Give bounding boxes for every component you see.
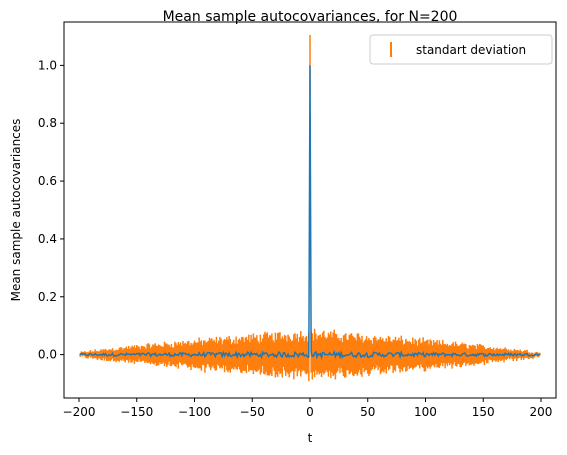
y-tick-label: 0.0 [38,348,57,362]
y-tick-label: 0.4 [38,232,57,246]
series-layer [79,35,541,382]
legend-box [369,34,553,65]
x-tick-label: −100 [178,405,211,419]
y-axis: 0.0 0.2 0.4 0.6 0.8 1.0 [38,58,64,362]
x-tick-label: −150 [120,405,153,419]
x-tick-label: 0 [306,405,314,419]
y-tick-label: 0.2 [38,290,57,304]
mean-autocovariance-line [79,65,541,360]
x-tick-label: −200 [63,405,96,419]
x-tick-label: 100 [414,405,437,419]
y-tick-label: 0.8 [38,116,57,130]
x-axis: −200 −150 −100 −50 0 50 100 150 200 [63,398,553,419]
x-tick-label: 150 [472,405,495,419]
x-tick-label: 200 [530,405,553,419]
chart-title: Mean sample autocovariances, for N=200 [163,9,458,25]
y-axis-label: Mean sample autocovariances [9,119,23,302]
y-tick-label: 0.6 [38,174,57,188]
legend-entry-standart-deviation: standart deviation [416,43,526,57]
x-axis-label: t [308,431,313,445]
y-tick-label: 1.0 [38,58,57,72]
legend: standart deviation [369,34,553,65]
x-tick-label: −50 [240,405,265,419]
x-tick-label: 50 [360,405,375,419]
